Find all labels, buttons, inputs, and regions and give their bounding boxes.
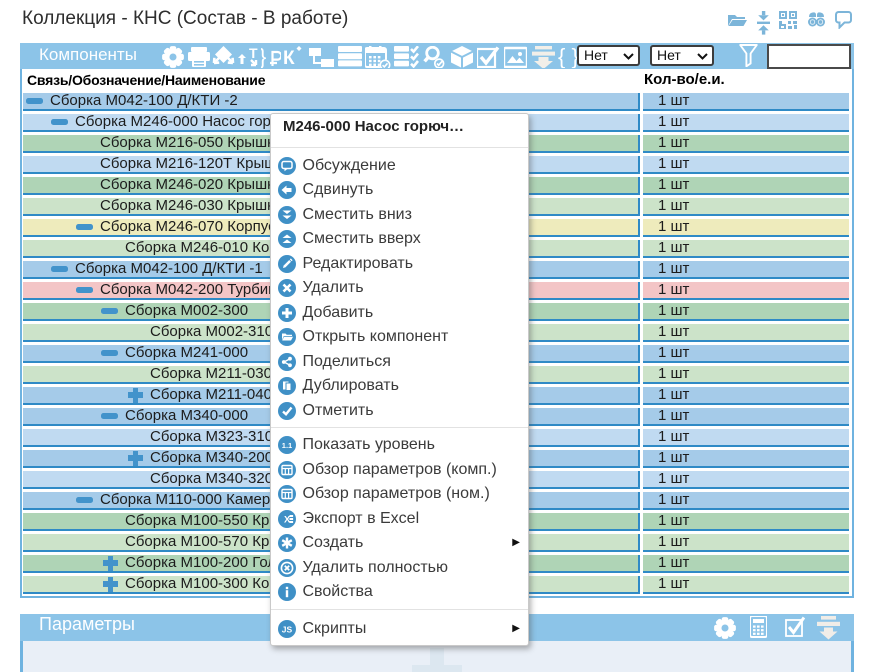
svg-text:1.1: 1.1 bbox=[281, 441, 291, 450]
svg-text:JS: JS bbox=[281, 624, 292, 634]
svg-text:T: T bbox=[249, 46, 258, 61]
svg-text:{ }: { } bbox=[558, 46, 579, 68]
svg-text:}: } bbox=[261, 46, 266, 68]
svg-text:X: X bbox=[284, 514, 291, 525]
svg-text:К: К bbox=[283, 48, 295, 68]
